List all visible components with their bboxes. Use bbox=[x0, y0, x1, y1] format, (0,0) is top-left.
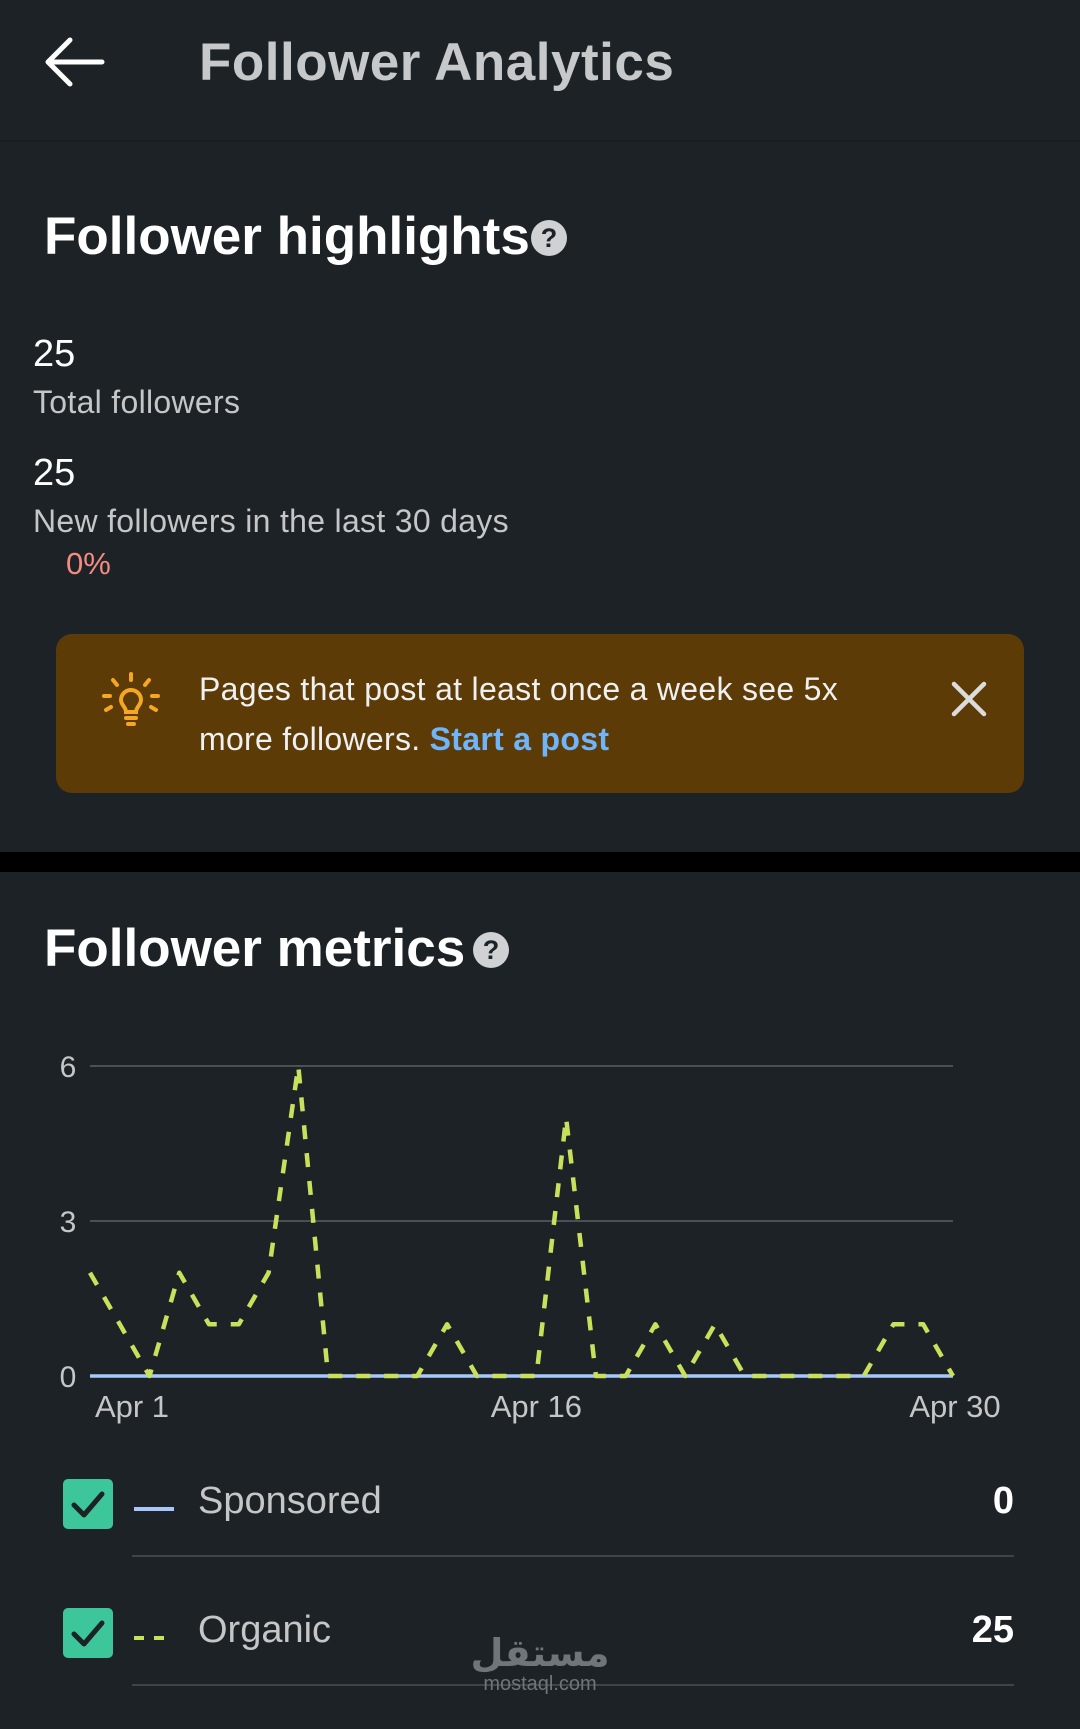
watermark: مستقل mostaql.com bbox=[470, 1633, 610, 1696]
metrics-title: Follower metrics bbox=[44, 919, 466, 978]
y-tick-label: 6 bbox=[60, 1051, 77, 1084]
new-followers-change: 0% bbox=[66, 546, 111, 581]
legend-label: Organic bbox=[198, 1609, 332, 1651]
tip-banner: Pages that post at least once a week see… bbox=[56, 634, 1024, 793]
back-arrow-icon bbox=[45, 37, 105, 87]
app-header: Follower Analytics bbox=[0, 0, 1080, 140]
legend-divider bbox=[132, 1555, 1014, 1557]
highlights-title: Follower highlights bbox=[44, 207, 530, 266]
total-followers-value: 25 bbox=[33, 333, 76, 375]
series-line-organic bbox=[88, 1063, 955, 1379]
watermark-arabic: مستقل bbox=[470, 1631, 610, 1675]
total-followers-label: Total followers bbox=[33, 384, 241, 420]
section-separator bbox=[0, 852, 1080, 872]
legend-divider bbox=[132, 1684, 1014, 1686]
lightbulb-icon bbox=[100, 670, 162, 732]
new-followers-label: New followers in the last 30 days bbox=[33, 503, 509, 539]
metrics-help-icon[interactable]: ? bbox=[473, 932, 509, 968]
close-icon bbox=[951, 681, 987, 717]
x-tick-label: Apr 16 bbox=[491, 1389, 582, 1424]
tip-message: Pages that post at least once a week see… bbox=[199, 664, 899, 764]
close-tip-button[interactable] bbox=[944, 674, 994, 724]
x-tick-label: Apr 1 bbox=[95, 1389, 169, 1424]
y-tick-label: 3 bbox=[60, 1206, 77, 1239]
legend-item-organic: Organic 25 bbox=[0, 1581, 1080, 1691]
highlights-help-icon[interactable]: ? bbox=[531, 220, 567, 256]
watermark-latin: mostaql.com bbox=[483, 1673, 597, 1695]
tip-text: Pages that post at least once a week see… bbox=[199, 671, 839, 757]
legend-item-sponsored: Sponsored 0 bbox=[0, 1452, 1080, 1562]
y-tick-label: 0 bbox=[60, 1361, 77, 1394]
x-tick-label: Apr 30 bbox=[909, 1389, 1000, 1424]
organic-checkbox[interactable] bbox=[63, 1608, 113, 1658]
legend-label: Sponsored bbox=[198, 1480, 382, 1522]
organic-swatch bbox=[134, 1629, 174, 1640]
page-title: Follower Analytics bbox=[199, 33, 675, 92]
header-divider bbox=[0, 140, 1080, 142]
follower-metrics-chart: 0 3 6 Apr 1 Apr 16 Apr 30 bbox=[60, 1051, 1001, 1424]
checkmark-icon bbox=[71, 1620, 105, 1647]
back-arrow-button[interactable] bbox=[42, 34, 108, 90]
sponsored-checkbox[interactable] bbox=[63, 1479, 113, 1529]
legend-value: 0 bbox=[992, 1480, 1014, 1522]
sponsored-swatch bbox=[134, 1500, 174, 1511]
legend-value: 25 bbox=[971, 1609, 1014, 1651]
new-followers-value: 25 bbox=[33, 452, 76, 494]
checkmark-icon bbox=[71, 1491, 105, 1518]
start-post-link[interactable]: Start a post bbox=[429, 721, 610, 757]
